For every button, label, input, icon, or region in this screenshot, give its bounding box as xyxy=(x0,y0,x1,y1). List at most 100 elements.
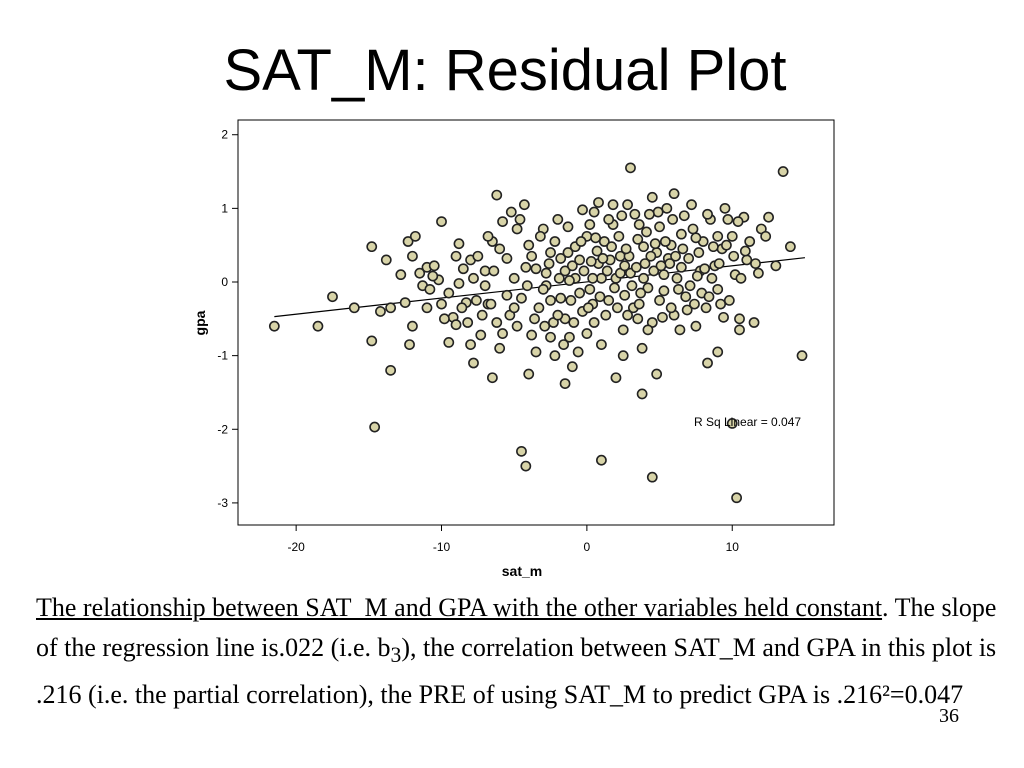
data-point xyxy=(559,265,571,277)
x-axis-title: sat_m xyxy=(502,563,542,579)
data-point xyxy=(385,364,397,376)
data-point xyxy=(516,445,527,457)
data-point xyxy=(706,272,718,284)
data-point xyxy=(629,208,641,220)
x-tick-label: 0 xyxy=(584,540,591,554)
data-point xyxy=(636,388,648,400)
data-point xyxy=(654,295,665,306)
data-point xyxy=(518,199,530,211)
data-point xyxy=(521,280,533,292)
x-tick-label: -20 xyxy=(287,540,305,554)
data-point xyxy=(450,250,462,262)
data-point xyxy=(622,309,633,321)
data-point xyxy=(689,298,700,310)
data-point xyxy=(514,214,526,225)
data-point xyxy=(683,253,695,264)
data-point xyxy=(622,199,633,211)
data-point xyxy=(671,272,683,284)
data-point xyxy=(491,317,503,328)
data-point xyxy=(648,265,660,277)
data-point xyxy=(588,206,600,218)
data-point xyxy=(584,219,596,230)
data-point xyxy=(763,211,774,223)
data-point xyxy=(588,317,600,328)
data-point xyxy=(582,302,594,314)
data-point xyxy=(268,320,280,332)
data-point xyxy=(715,298,727,310)
data-point xyxy=(402,236,414,247)
data-point xyxy=(702,208,713,220)
data-point xyxy=(741,254,753,266)
data-point xyxy=(545,331,556,343)
data-point xyxy=(612,302,623,314)
data-point xyxy=(523,239,535,251)
data-point xyxy=(511,223,523,235)
data-point xyxy=(712,346,724,358)
data-point xyxy=(655,260,667,272)
data-point xyxy=(529,313,540,325)
x-tick-label: 10 xyxy=(726,540,740,554)
data-point xyxy=(723,295,735,306)
data-point xyxy=(619,260,631,272)
data-point xyxy=(675,261,687,273)
data-point xyxy=(404,339,415,350)
y-tick-label: -3 xyxy=(217,496,228,510)
data-point xyxy=(424,283,436,295)
data-point xyxy=(731,492,743,504)
data-point xyxy=(414,267,426,279)
data-point xyxy=(739,245,751,257)
data-point xyxy=(675,228,687,240)
data-point xyxy=(719,202,731,214)
data-point xyxy=(690,320,702,332)
data-point xyxy=(726,230,738,242)
data-point xyxy=(523,368,535,380)
data-point xyxy=(703,291,715,303)
data-point xyxy=(486,372,498,384)
data-point xyxy=(796,350,808,362)
data-point xyxy=(639,258,651,269)
data-point xyxy=(645,250,657,262)
rsq-linear-label: R Sq Linear = 0.047 xyxy=(694,415,801,429)
data-point xyxy=(584,283,596,295)
data-point xyxy=(491,189,503,201)
data-point xyxy=(501,253,513,264)
data-point xyxy=(428,260,440,272)
data-point xyxy=(678,210,690,222)
data-point xyxy=(479,280,491,292)
data-point xyxy=(530,263,542,275)
data-point xyxy=(534,230,546,242)
data-point xyxy=(439,313,450,325)
data-point xyxy=(537,283,549,295)
data-point xyxy=(485,298,497,310)
data-point xyxy=(642,282,654,294)
data-point xyxy=(593,197,604,208)
data-point xyxy=(707,241,719,253)
data-point xyxy=(366,335,378,347)
data-point xyxy=(667,214,679,225)
data-point xyxy=(436,298,447,310)
data-point xyxy=(668,188,680,200)
data-point xyxy=(553,272,565,284)
data-point xyxy=(597,253,609,264)
data-point xyxy=(598,236,610,247)
data-point xyxy=(555,292,567,304)
data-point xyxy=(784,241,796,253)
data-point xyxy=(520,460,532,472)
data-point xyxy=(590,232,601,244)
data-point xyxy=(603,295,615,306)
data-point xyxy=(674,324,686,336)
data-point xyxy=(670,250,681,262)
data-point xyxy=(366,241,378,253)
data-point xyxy=(686,199,697,211)
data-point xyxy=(427,270,439,282)
data-point xyxy=(574,254,586,266)
data-point xyxy=(609,282,620,294)
data-point xyxy=(494,243,506,255)
data-point xyxy=(479,265,491,277)
data-point xyxy=(699,263,711,275)
data-point xyxy=(596,454,607,466)
caption-part1: . The slope of the regression line is.02… xyxy=(36,593,997,662)
y-tick-label: 2 xyxy=(221,128,228,142)
data-point xyxy=(610,372,622,384)
x-tick-label: -10 xyxy=(433,540,451,554)
